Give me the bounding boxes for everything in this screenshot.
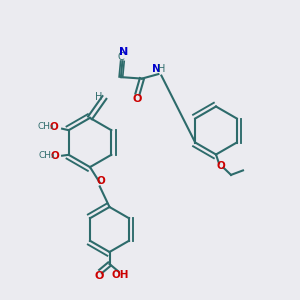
Text: CH₃: CH₃ [38, 122, 55, 131]
Text: O: O [51, 151, 60, 161]
Text: O: O [97, 176, 106, 186]
Text: H: H [158, 64, 166, 74]
Text: O: O [216, 161, 225, 171]
Text: C: C [118, 52, 124, 62]
Text: CH₃: CH₃ [39, 151, 56, 160]
Text: O: O [133, 94, 142, 104]
Text: N: N [119, 46, 128, 57]
Text: N: N [152, 64, 160, 74]
Text: O: O [50, 122, 59, 132]
Text: O: O [94, 271, 104, 281]
Text: OH: OH [111, 270, 129, 280]
Text: H: H [95, 92, 102, 102]
